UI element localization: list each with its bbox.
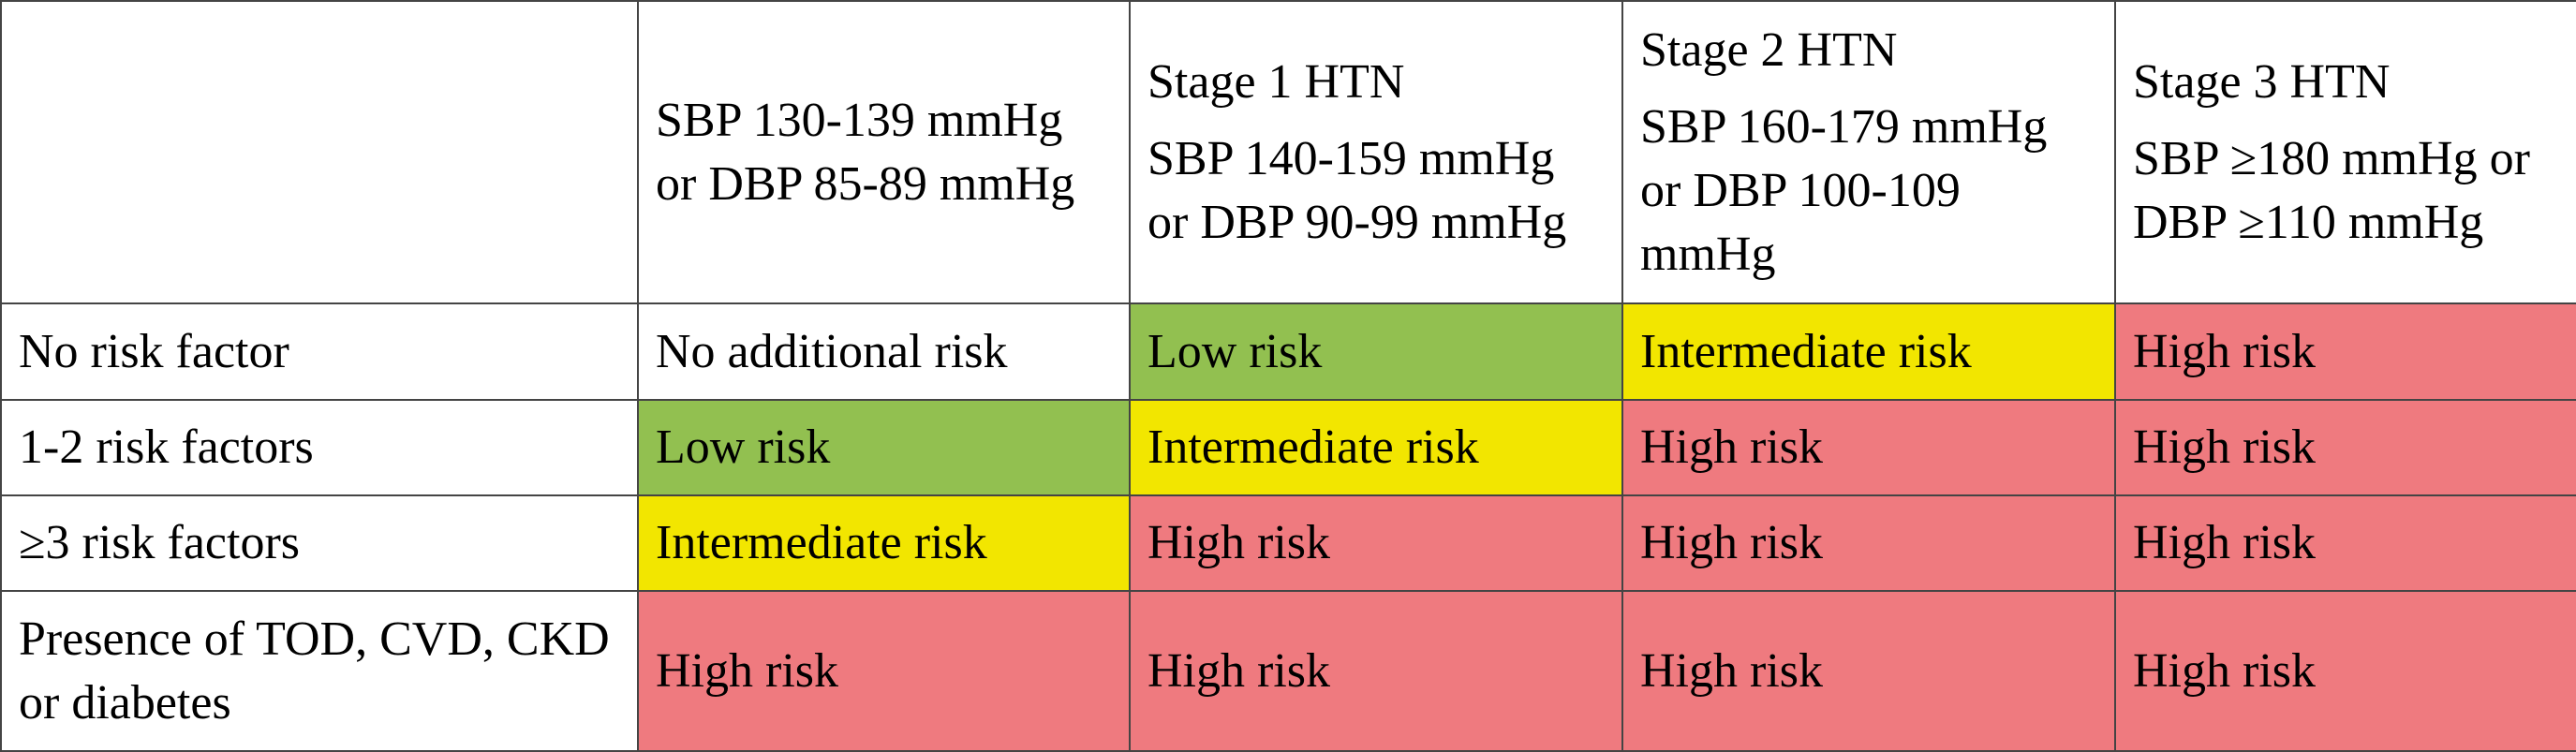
risk-cell: High risk	[2114, 302, 2576, 401]
risk-cell: High risk	[2114, 494, 2576, 592]
stage-label: Stage 3 HTN	[2133, 54, 2391, 109]
risk-cell: High risk	[1621, 590, 2116, 752]
risk-cell: High risk	[1129, 494, 1623, 592]
risk-cell: Intermediate risk	[637, 494, 1131, 592]
risk-cell: High risk	[1621, 494, 2116, 592]
risk-cell: Low risk	[1129, 302, 1623, 401]
risk-cell: Low risk	[637, 399, 1131, 496]
header-cell: SBP 130-139 mmHg or DBP 85-89 mmHg	[637, 0, 1131, 304]
risk-row: No risk factor No additional risk Low risk…	[0, 302, 2576, 401]
header-cell: Stage 3 HTN SBP ≥180 mmHg or DBP ≥110 mmH…	[2114, 0, 2576, 304]
row-label: Presence of TOD, CVD, CKD or diabetes	[0, 590, 639, 752]
risk-row: 1-2 risk factors Low risk Intermediate ris…	[0, 399, 2576, 496]
risk-cell: High risk	[2114, 399, 2576, 496]
row-label: No risk factor	[0, 302, 639, 401]
stage-label: Stage 1 HTN	[1147, 54, 1405, 109]
row-label: ≥3 risk factors	[0, 494, 639, 592]
row-label: 1-2 risk factors	[0, 399, 639, 496]
risk-cell: High risk	[1129, 590, 1623, 752]
criteria-label: SBP 140-159 mmHg or DBP 90-99 mmHg	[1147, 131, 1567, 249]
criteria-label: SBP ≥180 mmHg or DBP ≥110 mmHg	[2133, 131, 2530, 249]
criteria-label: SBP 160-179 mmHg or DBP 100-109 mmHg	[1640, 99, 2048, 281]
stage-label: Stage 2 HTN	[1640, 22, 1898, 77]
header-cell: Stage 1 HTN SBP 140-159 mmHg or DBP 90-99…	[1129, 0, 1623, 304]
risk-cell: No additional risk	[637, 302, 1131, 401]
criteria-label: SBP 130-139 mmHg or DBP 85-89 mmHg	[656, 93, 1075, 211]
header-cell: Stage 2 HTN SBP 160-179 mmHg or DBP 100-1…	[1621, 0, 2116, 304]
risk-cell: High risk	[1621, 399, 2116, 496]
risk-cell: High risk	[2114, 590, 2576, 752]
risk-row: Presence of TOD, CVD, CKD or diabetes Hig…	[0, 590, 2576, 752]
corner-cell	[0, 0, 639, 304]
risk-cell: Intermediate risk	[1129, 399, 1623, 496]
header-row: SBP 130-139 mmHg or DBP 85-89 mmHg Stage …	[0, 0, 2576, 304]
risk-row: ≥3 risk factors Intermediate risk High ris…	[0, 494, 2576, 592]
risk-cell: High risk	[637, 590, 1131, 752]
risk-cell: Intermediate risk	[1621, 302, 2116, 401]
